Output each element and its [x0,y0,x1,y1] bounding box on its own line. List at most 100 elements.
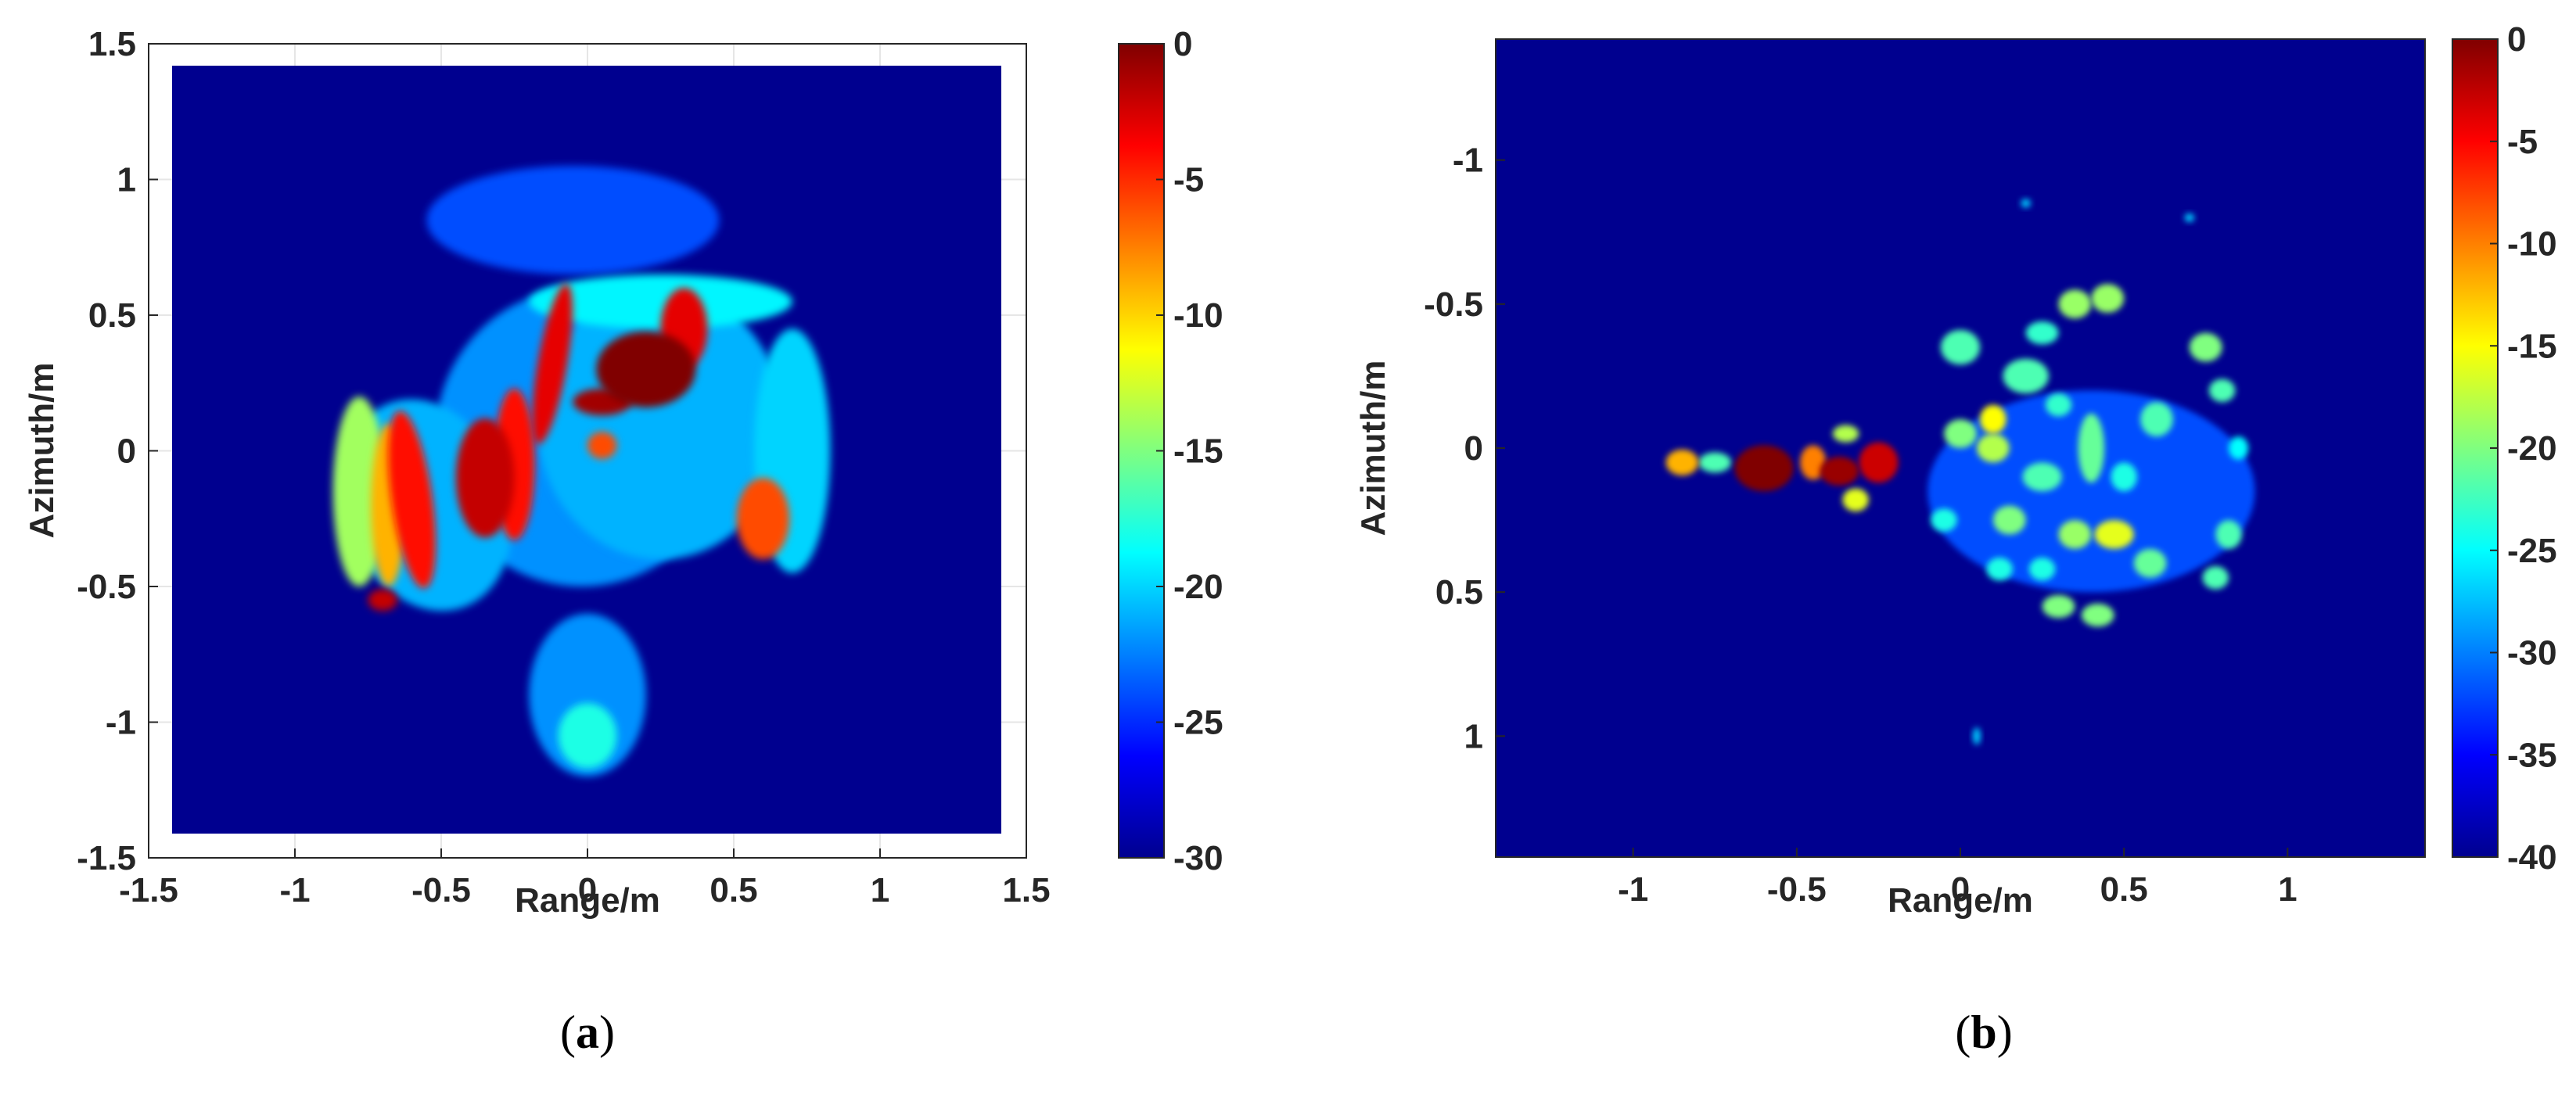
heatmap-blob-24 [2208,378,2236,403]
heatmap-blob-19 [2042,594,2075,619]
panel-b-y-axis-title: Azimuth/m [1354,360,1392,536]
heatmap-blob-4 [1820,457,1859,486]
heatmap-blob-34 [2111,462,2137,492]
panel-a-colorbar-ticks: 0 -5 -10 -15 -20 -25 -30 [1156,25,1223,877]
heatmap-blob-7 [332,396,386,586]
x-tick-label-0: -1.5 [119,871,178,909]
heatmap-blob-6 [529,274,792,329]
heatmap-blob-22 [2140,402,2173,437]
heatmap-blob-19 [558,703,617,769]
heatmap-blob-18 [368,589,397,612]
panel-a-heatmap [172,66,1001,834]
y-tick-label-4: -0.5 [77,568,136,606]
x-tick-label-4: 1 [2278,870,2297,909]
heatmap-blob-13 [2022,462,2062,492]
heatmap-blob-36 [2184,213,2195,222]
panel-b-x-axis-title: Range/m [1888,881,2033,920]
panel-a: -1.5 -1 -0.5 0 0.5 1 1.5 1.5 1 0.5 0 -0.5 -1 -1.5 Ran… [23,25,1223,1058]
colorbar-tick-label-4: -20 [2507,429,2557,468]
heatmap-blob-38 [1928,390,2255,593]
heatmap-blob-29 [2025,321,2059,345]
heatmap-blob-16 [736,478,790,560]
colorbar-tick-label-6: -30 [1173,839,1223,877]
x-tick-label-1: -1 [279,871,310,909]
heatmap-blob-10 [2003,358,2049,394]
x-tick-label-2: -0.5 [411,871,471,909]
heatmap-blob-26 [2202,566,2229,590]
heatmap-blob-5 [1842,488,1869,512]
heatmap-blob-9 [388,411,437,589]
panel-b: -1 -0.5 0 0.5 1 -1 -0.5 0 0.5 1 Range/m Azimuth/m… [1354,20,2557,1058]
heatmap-blob-25 [2215,520,2242,549]
colorbar-tick-label-2: -10 [2507,225,2557,264]
heatmap-blob-8 [1944,419,1977,449]
y-tick-label-0: 1.5 [88,25,136,63]
heatmap-blob-27 [2229,436,2249,460]
heatmap-blob-31 [1986,557,2013,581]
colorbar-tick-label-1: -5 [1173,161,1204,199]
colorbar-tick-label-0: 0 [2507,20,2526,59]
colorbar-tick-label-6: -30 [2507,634,2557,673]
panel-a-x-axis-title: Range/m [515,881,660,920]
panel-a-y-axis-title: Azimuth/m [23,363,61,539]
y-tick-label-3: 0.5 [1435,573,1483,612]
heatmap-blob-9 [1980,404,2007,434]
heatmap-blob-33 [1931,508,1957,532]
heatmap-blob-12 [532,283,573,445]
heatmap-blob-15 [1992,505,2026,535]
heatmap-blob-20 [2081,603,2114,627]
heatmap-blob-13 [596,331,696,407]
heatmap-blob-3 [1800,445,1827,480]
panel-b-caption: (b) [1955,1006,2012,1058]
heatmap-blob-16 [2058,520,2092,549]
heatmap-blob-23 [2189,332,2222,362]
heatmap-blob-28 [1940,329,1981,365]
heatmap-blob-0 [1665,449,1699,475]
panel-a-caption: (a) [560,1006,615,1058]
y-tick-label-2: 0 [1464,429,1483,468]
panel-b-ticks: -1 -0.5 0 0.5 1 -1 -0.5 0 0.5 1 [1424,142,2297,909]
colorbar-tick-label-3: -15 [2507,327,2557,365]
heatmap-blob-1 [1698,452,1732,473]
heatmap-blob-12 [2091,284,2125,313]
x-tick-label-5: 1 [871,871,889,909]
panel-b-colorbar-ticks: 0 -5 -10 -15 -20 -25 -30 -35 -40 [2490,20,2557,877]
heatmap-blob-2 [1734,445,1794,492]
heatmap-blob-17 [2094,520,2134,549]
colorbar-tick-label-2: -10 [1173,296,1223,335]
y-tick-label-4: 1 [1464,717,1483,755]
colorbar-tick-label-5: -25 [1173,704,1223,742]
y-tick-label-2: 0.5 [88,296,136,335]
colorbar-tick-label-4: -20 [1173,568,1223,606]
heatmap-blob-10 [455,418,515,538]
colorbar-tick-label-5: -25 [2507,532,2557,570]
heatmap-blob-11 [2058,289,2092,319]
colorbar-tick-label-0: 0 [1173,25,1192,63]
colorbar-tick-label-7: -35 [2507,736,2557,774]
colorbar-tick-label-8: -40 [2507,838,2557,877]
y-tick-label-3: 0 [117,432,136,471]
x-tick-label-3: 0.5 [2100,870,2148,909]
heatmap-blob-17 [587,432,617,459]
x-tick-label-6: 1.5 [1002,871,1050,909]
heatmap-blob-32 [2028,557,2056,581]
heatmap-blob-18 [2078,413,2105,483]
y-tick-label-0: -1 [1453,142,1483,180]
heatmap-blob-7 [1832,425,1859,443]
heatmap-blob-1 [537,288,784,560]
colorbar-tick-label-3: -15 [1173,432,1223,471]
y-tick-label-6: -1.5 [77,839,136,877]
x-tick-label-0: -1 [1618,870,1648,909]
y-tick-label-5: -1 [106,704,136,742]
heatmap-blob-4 [426,166,720,274]
panel-b-heatmap [1496,39,2425,857]
heatmap-blob-6 [1859,442,1899,483]
x-tick-label-3: 0 [578,871,597,909]
heatmap-blob-35 [2021,199,2031,208]
colorbar-tick-label-1: -5 [2507,123,2538,161]
heatmap-blob-30 [2045,393,2072,417]
heatmap-blob-14 [1976,433,2010,463]
y-tick-label-1: 1 [117,161,136,199]
x-tick-label-2: 0 [1951,870,1970,909]
